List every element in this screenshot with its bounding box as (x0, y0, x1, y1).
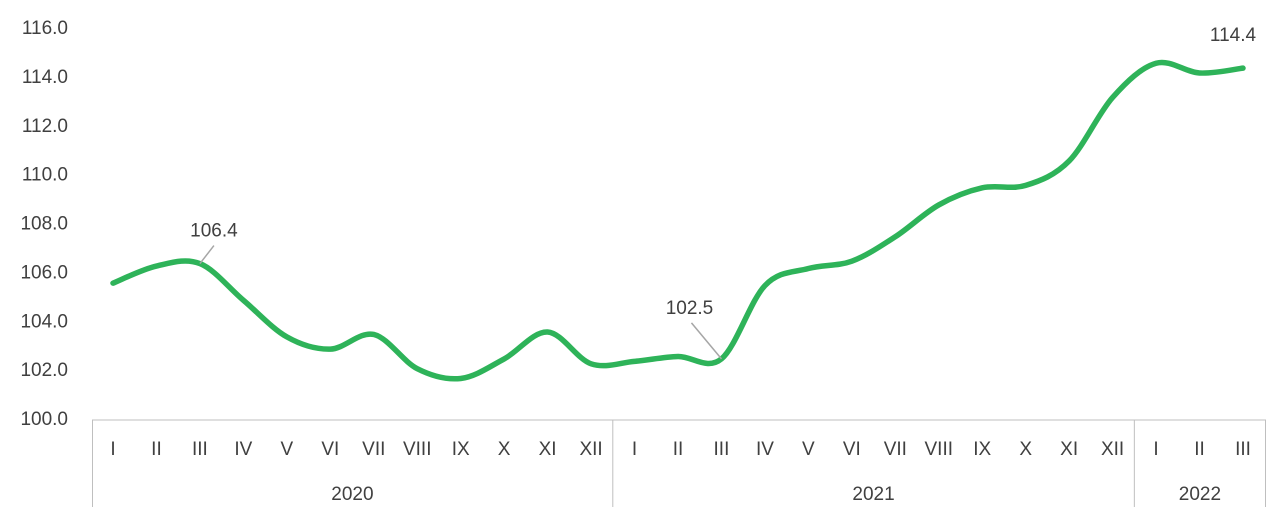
x-tick-label: V (281, 439, 294, 460)
x-tick-label: IX (973, 439, 991, 460)
x-tick-label: II (1194, 439, 1205, 460)
x-tick-label: VI (843, 439, 861, 460)
x-tick-label: III (192, 439, 208, 460)
x-tick-label: VII (884, 439, 907, 460)
x-tick-label: IV (234, 439, 252, 460)
y-tick-label: 102.0 (20, 360, 68, 381)
x-tick-label: XII (1101, 439, 1124, 460)
data-label: 106.4 (190, 221, 238, 242)
group-label: 2022 (1179, 484, 1221, 505)
x-tick-label: XI (1060, 439, 1078, 460)
group-label: 2021 (852, 484, 894, 505)
x-tick-label: XI (539, 439, 557, 460)
data-label: 102.5 (666, 298, 714, 319)
y-tick-label: 106.0 (20, 262, 68, 283)
x-tick-label: IX (452, 439, 470, 460)
x-tick-label: VIII (403, 439, 432, 460)
x-tick-label: VIII (925, 439, 954, 460)
x-tick-label: V (802, 439, 815, 460)
x-tick-label: IV (756, 439, 774, 460)
group-label: 2020 (331, 484, 373, 505)
x-tick-label: II (151, 439, 162, 460)
x-tick-label: III (1235, 439, 1251, 460)
x-tick-label: X (498, 439, 511, 460)
y-tick-label: 112.0 (22, 116, 68, 137)
y-tick-label: 110.0 (22, 165, 68, 186)
x-tick-label: I (1153, 439, 1158, 460)
y-tick-label: 108.0 (20, 214, 68, 235)
x-tick-label: III (714, 439, 730, 460)
leader-line (199, 245, 215, 265)
line (110, 59, 1246, 382)
x-tick-label: VII (362, 439, 385, 460)
x-tick-label: I (110, 439, 115, 460)
leader-line (690, 322, 723, 360)
y-tick-label: 114.0 (22, 67, 68, 88)
y-tick-label: 100.0 (20, 409, 68, 430)
x-tick-label: XII (579, 439, 602, 460)
x-tick-label: II (673, 439, 684, 460)
data-label: 114.4 (1210, 25, 1257, 46)
x-tick-label: VI (321, 439, 339, 460)
y-tick-label: 116.0 (22, 18, 68, 39)
y-tick-label: 104.0 (20, 311, 68, 332)
x-tick-label: I (632, 439, 637, 460)
x-tick-label: X (1019, 439, 1032, 460)
